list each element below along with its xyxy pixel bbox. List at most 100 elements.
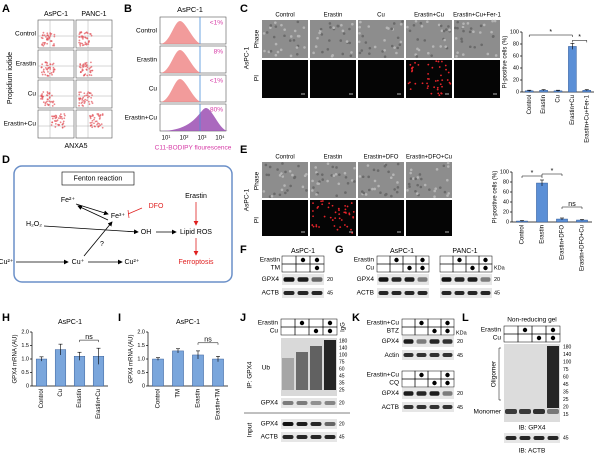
marker-label: 45 — [339, 373, 345, 379]
cell — [377, 184, 380, 188]
pi-cell — [340, 219, 343, 221]
cell — [302, 26, 306, 29]
column-label: PANC-1 — [81, 11, 106, 18]
flow-dot — [83, 102, 86, 104]
cell — [288, 39, 292, 42]
cell — [332, 174, 336, 177]
pi-cell — [338, 217, 341, 220]
flow-dot — [86, 92, 89, 95]
flow-dot — [85, 68, 88, 71]
marker-label: 20 — [457, 391, 463, 397]
cell — [446, 178, 449, 182]
blot-band — [454, 277, 465, 282]
flow-dot — [87, 100, 90, 103]
design-dot — [420, 257, 425, 263]
treatment-label: Cu — [270, 328, 279, 335]
flow-dot — [51, 94, 53, 97]
row-label: Erastin+Cu — [125, 115, 158, 122]
cell — [430, 54, 433, 57]
row-label: Cu — [28, 91, 37, 98]
x-tick-label: Erastin+DFO — [560, 225, 566, 260]
cell — [368, 52, 371, 55]
flow-dot — [42, 68, 45, 71]
design-dot — [445, 372, 450, 378]
design-cell — [280, 318, 296, 328]
flow-plot — [37, 19, 75, 49]
flow-dot — [84, 36, 87, 39]
design-cell — [309, 263, 325, 273]
diagram-node: ? — [100, 241, 104, 248]
flow-dot — [48, 66, 51, 69]
design-dot — [470, 265, 475, 271]
pi-cell — [436, 86, 439, 89]
blot-band — [403, 339, 414, 344]
cell — [296, 20, 300, 24]
flow-dot — [86, 99, 88, 102]
marker-label: 20 — [563, 404, 569, 410]
blot-band — [391, 277, 402, 282]
x-tick-label: Erastin — [541, 95, 547, 114]
cell — [447, 25, 450, 28]
cell — [427, 51, 430, 55]
cell — [358, 175, 362, 178]
pi-cell — [312, 225, 315, 228]
design-cell — [389, 263, 404, 273]
pi-cell — [338, 209, 340, 211]
flow-dot — [43, 71, 46, 74]
cell — [305, 189, 308, 192]
pi-cell — [433, 86, 436, 89]
flow-dot — [63, 125, 66, 128]
flow-dot — [51, 73, 53, 76]
cell — [348, 41, 352, 45]
cell — [486, 52, 490, 56]
pi-cell — [311, 224, 314, 226]
pi-cell — [321, 200, 324, 202]
blot-band — [441, 291, 452, 295]
cell — [376, 169, 380, 172]
chart-title: AsPC-1 — [176, 319, 200, 326]
annotation: ns — [204, 337, 212, 344]
blot-band — [416, 339, 427, 344]
y-tick-label: 1.0 — [21, 356, 29, 362]
pi-cell — [438, 94, 441, 97]
row-label: Erastin+Cu — [4, 121, 37, 128]
fenton-box — [61, 171, 135, 186]
flow-dot — [86, 64, 88, 66]
flow-plot — [37, 79, 75, 109]
cell — [341, 29, 345, 33]
design-cell — [517, 333, 533, 343]
band-label: Actin — [385, 352, 400, 359]
flow-dot — [53, 33, 56, 36]
flow-dot — [51, 121, 53, 124]
cell — [412, 177, 415, 180]
cell — [342, 32, 346, 35]
blot-band — [297, 277, 309, 282]
blot — [402, 350, 454, 360]
pi-cell — [312, 210, 314, 212]
cell — [433, 189, 437, 193]
design-cell — [281, 255, 297, 265]
design-cell — [427, 370, 442, 380]
section-label: Monomer — [474, 409, 502, 416]
marker-label: 20 — [327, 277, 333, 283]
cell — [409, 171, 412, 175]
axis-label: ANXA5 — [65, 143, 88, 150]
blot-band — [282, 435, 294, 439]
pi-cell — [352, 216, 355, 219]
marker-label: 60 — [563, 374, 569, 380]
design-cell — [478, 263, 493, 273]
flow-dot — [61, 126, 64, 129]
cell — [339, 39, 343, 42]
cell — [444, 28, 448, 31]
marker-label: 45 — [563, 382, 569, 388]
cell — [269, 26, 272, 30]
cell — [344, 191, 347, 194]
flow-dot — [91, 94, 93, 97]
band-label: ACTB — [357, 290, 374, 297]
flow-dot — [87, 43, 90, 46]
flow-dot — [43, 41, 46, 44]
design-dot — [445, 320, 450, 326]
cell — [372, 168, 376, 172]
design-cell — [294, 326, 310, 336]
pi-cell — [440, 92, 443, 95]
